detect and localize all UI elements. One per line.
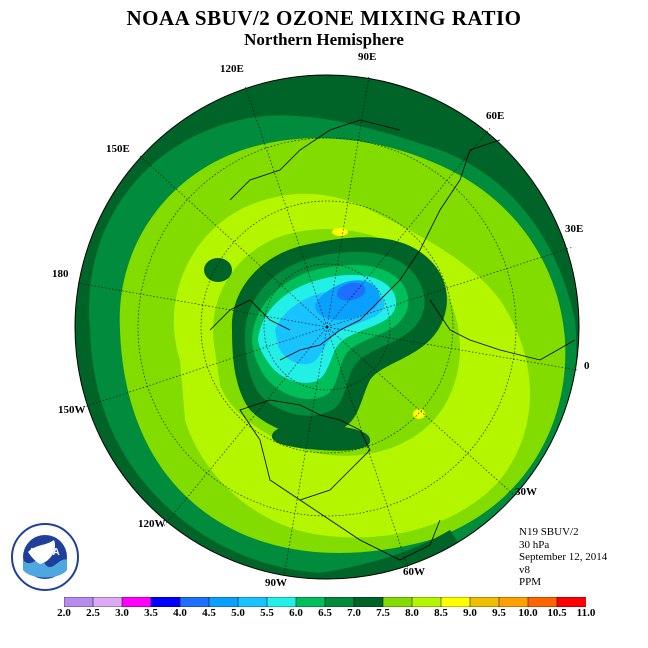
info-level: 30 hPa: [519, 538, 550, 551]
ozone-spot-1: [332, 228, 348, 236]
lon-label-90e: 90E: [358, 51, 377, 63]
colorbar-tick-label: 5.0: [231, 607, 245, 619]
colorbar-tick-label: 6.5: [318, 607, 332, 619]
colorbar-swatch: [411, 597, 442, 607]
info-version: v8: [519, 563, 530, 576]
colorbar-swatch: [527, 597, 558, 607]
lon-label-150w: 150W: [58, 404, 86, 416]
lon-label-90w: 90W: [265, 577, 287, 589]
colorbar-swatch: [266, 597, 297, 607]
ozone-band-south: [260, 530, 460, 579]
colorbar-swatch: [556, 597, 586, 607]
lon-label-150e: 150E: [106, 143, 130, 155]
colorbar-tick-label: 10.5: [547, 607, 567, 619]
lon-label-120w: 120W: [138, 518, 166, 530]
info-date: September 12, 2014: [519, 551, 608, 563]
colorbar-swatch: [237, 597, 268, 607]
ozone-blob-180: [204, 258, 232, 282]
ozone-contours: [75, 75, 579, 579]
lon-label-120e: 120E: [220, 63, 244, 75]
map-boundary: [74, 74, 580, 580]
colorbar-tick-label: 6.0: [289, 607, 303, 619]
colorbar-tick-label: 7.0: [347, 607, 361, 619]
page-subtitle: Northern Hemisphere: [244, 30, 404, 49]
logo-text: NOAA: [30, 547, 59, 558]
colorbar-tick-label: 3.5: [144, 607, 158, 619]
ozone-band-4.0: [336, 282, 366, 301]
lon-label-180: 180: [52, 268, 69, 280]
colorbar-tick-label: 4.5: [202, 607, 216, 619]
colorbar-tick-label: 4.0: [173, 607, 187, 619]
colorbar-swatch: [382, 597, 413, 607]
info-satellite: N19 SBUV/2: [519, 526, 579, 538]
colorbar-tick-label: 2.0: [57, 607, 71, 619]
colorbar-swatch: [469, 597, 500, 607]
colorbar-swatch: [208, 597, 239, 607]
colorbar-tick-label: 8.0: [405, 607, 419, 619]
colorbar-swatch: [295, 597, 326, 607]
colorbar-swatch: [179, 597, 210, 607]
lon-label-60w: 60W: [403, 566, 425, 578]
lon-label-60e: 60E: [486, 110, 505, 122]
colorbar-tick-label: 9.5: [492, 607, 506, 619]
colorbar-tick-label: 5.5: [260, 607, 274, 619]
colorbar-swatch: [353, 597, 384, 607]
colorbar-swatch: [150, 597, 181, 607]
colorbar-tick-label: 3.0: [115, 607, 129, 619]
colorbar-tick-label: 2.5: [86, 607, 100, 619]
lon-label-30w: 30W: [515, 486, 537, 498]
colorbar-swatch: [498, 597, 529, 607]
lon-label-0: 0: [584, 360, 590, 372]
graticule: [77, 75, 578, 577]
lon-label-30e: 30E: [565, 223, 584, 235]
colorbar-swatch: [92, 597, 123, 607]
ozone-spot-2: [413, 409, 425, 419]
colorbar-tick-label: 11.0: [576, 607, 596, 619]
coastlines: [209, 119, 576, 561]
colorbar-swatch: [64, 597, 94, 607]
info-panel: N19 SBUV/2 30 hPa September 12, 2014 v8 …: [519, 526, 607, 589]
colorbar-tick-label: 8.5: [434, 607, 448, 619]
ozone-blob-na: [271, 423, 371, 451]
colorbar-tick-label: 9.0: [463, 607, 477, 619]
page-title: NOAA SBUV/2 OZONE MIXING RATIO: [126, 6, 522, 30]
colorbar-swatch: [324, 597, 355, 607]
colorbar: [64, 597, 586, 607]
info-units: PPM: [519, 576, 542, 588]
noaa-logo: NOAA: [11, 523, 79, 591]
colorbar-swatch: [440, 597, 471, 607]
colorbar-tick-label: 7.5: [376, 607, 390, 619]
colorbar-swatch: [121, 597, 152, 607]
colorbar-tick-label: 10.0: [518, 607, 538, 619]
